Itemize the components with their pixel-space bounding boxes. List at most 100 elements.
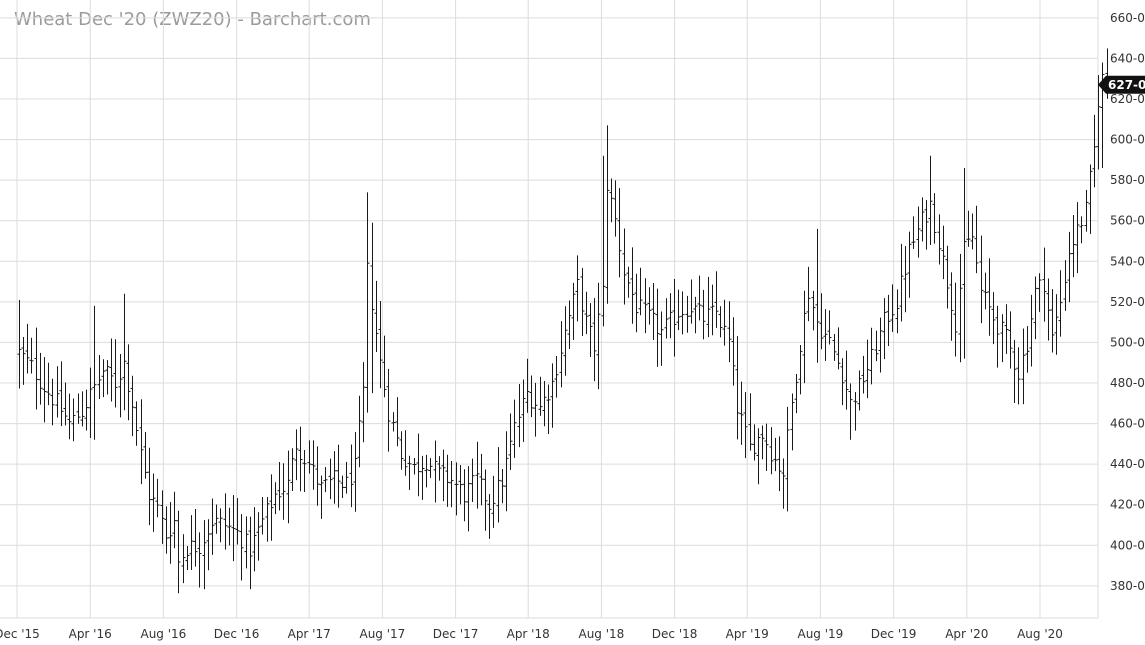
- x-tick-label: Dec '19: [871, 627, 917, 641]
- x-tick-label: Aug '17: [359, 627, 405, 641]
- x-tick-label: Dec '15: [0, 627, 40, 641]
- ohlc-bar: [319, 475, 324, 519]
- ohlc-bar: [874, 330, 879, 362]
- ohlc-bar: [470, 458, 475, 503]
- ohlc-bar: [911, 216, 916, 249]
- ohlc-bar: [571, 282, 576, 341]
- ohlc-bar: [1063, 260, 1068, 311]
- ohlc-bar: [563, 306, 568, 376]
- ohlc-bar: [84, 389, 89, 431]
- ohlc-bar: [655, 288, 660, 367]
- ohlc-bar: [1000, 314, 1005, 363]
- ohlc-bar: [1058, 270, 1063, 337]
- ohlc-bar: [307, 440, 312, 474]
- ohlc-bar: [260, 496, 265, 535]
- ohlc-bar: [1012, 339, 1017, 403]
- y-tick-label: 600-0: [1110, 133, 1145, 147]
- ohlc-bar: [722, 299, 727, 346]
- ohlc-bar: [739, 381, 744, 445]
- ohlc-bar: [1096, 75, 1101, 170]
- ohlc-bar: [437, 456, 442, 481]
- ohlc-bar: [890, 284, 895, 332]
- ohlc-bar: [202, 520, 207, 590]
- y-tick-label: 400-0: [1110, 538, 1145, 552]
- ohlc-bar: [424, 454, 429, 488]
- ohlc-bar: [428, 458, 433, 478]
- ohlc-bar: [840, 358, 845, 406]
- ohlc-bar: [521, 379, 526, 442]
- ohlc-bar: [172, 491, 177, 549]
- ohlc-bar: [1071, 214, 1076, 278]
- ohlc-bar: [1092, 114, 1097, 188]
- ohlc-bar: [546, 384, 551, 435]
- ohlc-bar: [42, 357, 47, 423]
- ohlc-bar: [76, 393, 81, 424]
- ohlc-bar: [281, 463, 286, 520]
- ohlc-bar: [458, 465, 463, 505]
- ohlc-bar: [449, 461, 454, 508]
- ohlc-bar: [1037, 273, 1042, 312]
- ohlc-bar: [802, 290, 807, 384]
- ohlc-bar: [185, 545, 190, 571]
- x-tick-label: Aug '16: [140, 627, 186, 641]
- ohlc-bar: [609, 178, 614, 223]
- ohlc-bar: [584, 291, 589, 335]
- ohlc-bar: [689, 279, 694, 324]
- x-tick-label: Apr '19: [726, 627, 769, 641]
- ohlc-bar: [815, 228, 820, 363]
- ohlc-bar: [529, 375, 534, 418]
- y-tick-label: 440-0: [1110, 457, 1145, 471]
- ohlc-bar: [1042, 247, 1047, 322]
- ohlc-bar: [769, 427, 774, 475]
- ohlc-bar: [340, 475, 345, 499]
- ohlc-bar: [869, 327, 874, 385]
- ohlc-bar: [1084, 189, 1089, 232]
- x-tick-label: Dec '18: [652, 627, 698, 641]
- y-tick-label: 380-0: [1110, 579, 1145, 593]
- ohlc-bar: [454, 462, 459, 516]
- y-tick-label: 460-0: [1110, 417, 1145, 431]
- ohlc-bar: [848, 383, 853, 440]
- ohlc-bar: [928, 155, 933, 246]
- ohlc-bar: [370, 222, 375, 394]
- ohlc-bar: [252, 507, 257, 572]
- ohlc-bar: [806, 266, 811, 322]
- ohlc-bar: [55, 366, 60, 418]
- ohlc-bar: [269, 474, 274, 541]
- ohlc-bar: [361, 362, 366, 443]
- ohlc-bar: [525, 358, 530, 413]
- ohlc-bar: [302, 449, 307, 493]
- ohlc-bar: [420, 455, 425, 500]
- ohlc-bar: [244, 516, 249, 569]
- ohlc-bar: [462, 469, 467, 522]
- y-tick-label: 520-0: [1110, 295, 1145, 309]
- ohlc-bar: [59, 361, 64, 427]
- ohlc-bar: [1067, 231, 1072, 303]
- ohlc-bar: [592, 298, 597, 382]
- ohlc-bar: [937, 214, 942, 265]
- ohlc-bar: [697, 275, 702, 321]
- ohlc-bar: [643, 278, 648, 334]
- ohlc-bar: [500, 469, 505, 504]
- ohlc-bar: [756, 428, 761, 485]
- ohlc-bar: [559, 321, 564, 388]
- ohlc-bar: [193, 509, 198, 567]
- ohlc-bar: [223, 493, 228, 550]
- ohlc-bar: [672, 279, 677, 357]
- ohlc-bar: [46, 362, 51, 406]
- ohlc-bar: [210, 498, 215, 555]
- ohlc-bar: [265, 497, 270, 542]
- ohlc-bar: [1004, 304, 1009, 354]
- ohlc-bar: [147, 447, 152, 526]
- ohlc-bar: [386, 368, 391, 452]
- ohlc-bar: [878, 317, 883, 373]
- ohlc-bar: [517, 383, 522, 448]
- ohlc-bar: [1021, 328, 1026, 405]
- ohlc-bar: [294, 429, 299, 481]
- ohlc-bar: [995, 305, 1000, 368]
- ohlc-bar: [88, 367, 93, 438]
- ohlc-bar: [727, 301, 732, 363]
- ohlc-bar: [638, 267, 643, 316]
- x-tick-label: Apr '18: [507, 627, 550, 641]
